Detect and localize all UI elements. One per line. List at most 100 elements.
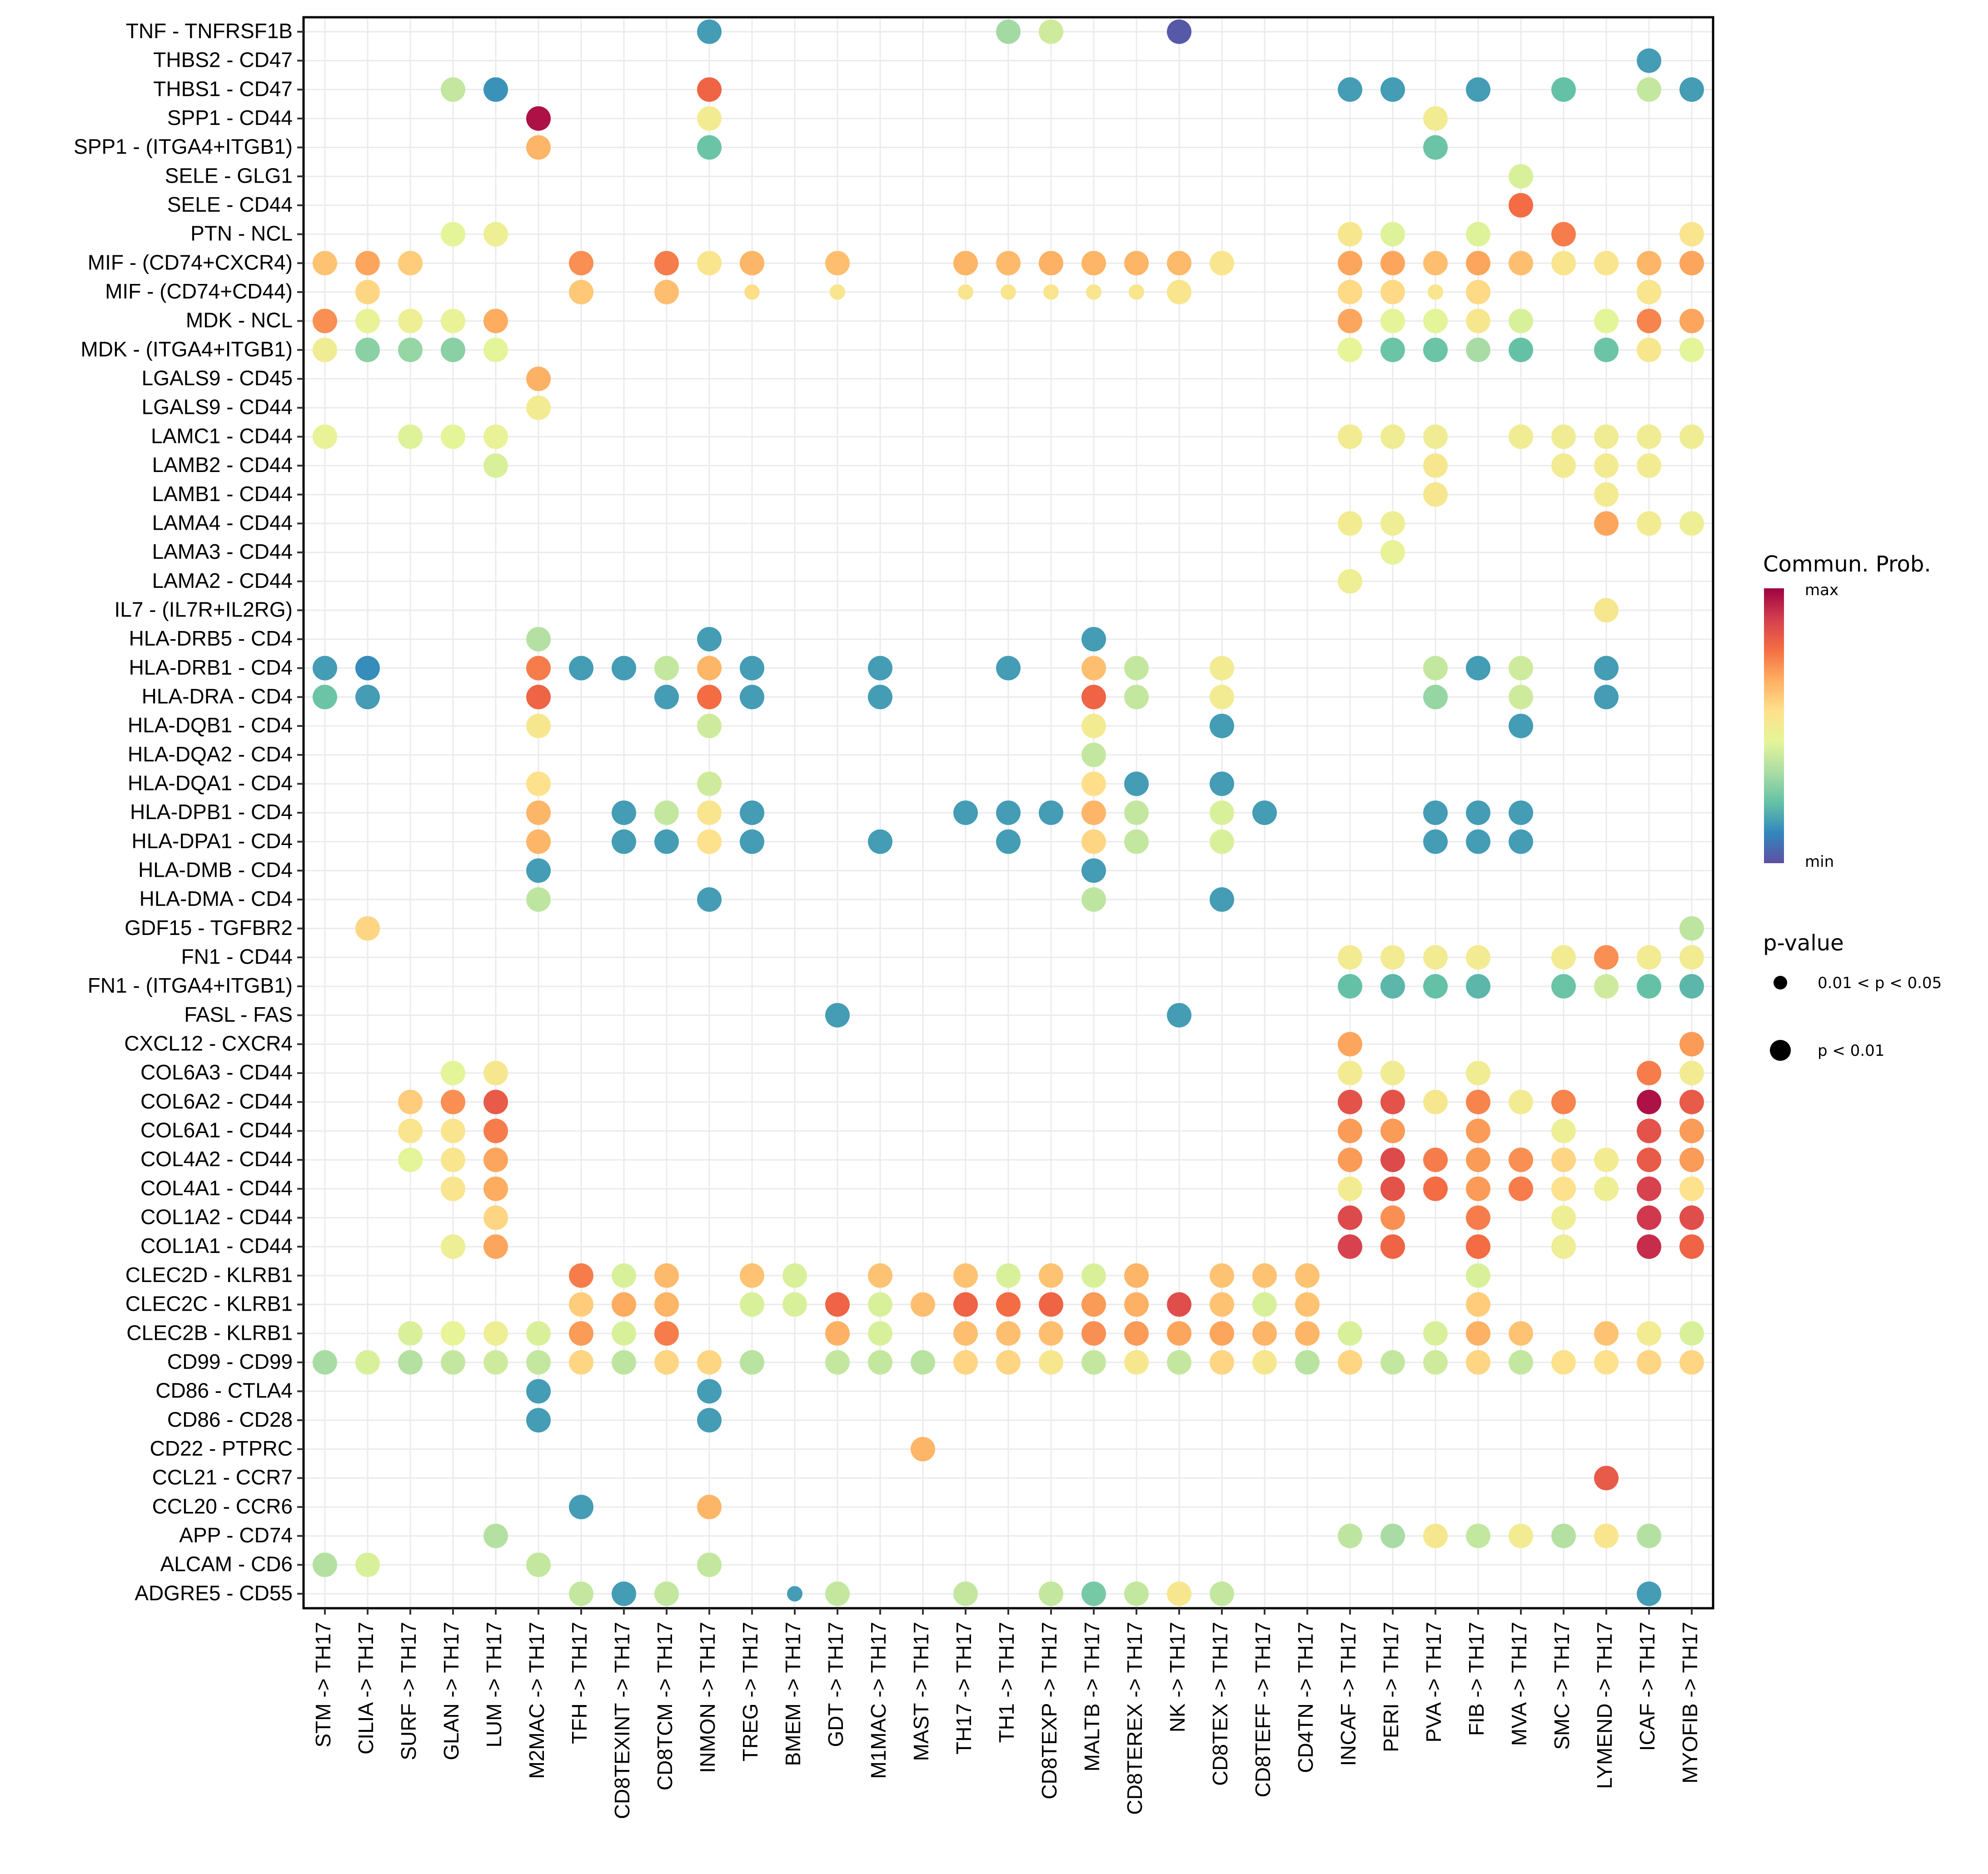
data-point — [1338, 1061, 1362, 1086]
data-point — [1594, 1466, 1619, 1491]
data-point — [1210, 656, 1234, 681]
data-point — [1637, 424, 1661, 449]
data-point — [1039, 19, 1063, 44]
data-point — [1039, 1263, 1063, 1288]
data-point — [1295, 1292, 1320, 1317]
data-point — [1380, 1118, 1405, 1143]
data-point — [1509, 685, 1533, 710]
data-point — [1466, 1148, 1490, 1173]
data-point — [1338, 974, 1362, 999]
data-point — [1551, 1350, 1576, 1375]
data-point — [313, 1350, 337, 1375]
data-point — [740, 1350, 764, 1375]
data-point — [1679, 424, 1704, 449]
data-point — [953, 1581, 978, 1606]
data-point — [953, 1263, 978, 1288]
data-point — [569, 1263, 593, 1288]
x-tick-label: TREG -> TH17 — [738, 1622, 762, 1761]
data-point — [1637, 1148, 1661, 1173]
data-point — [996, 829, 1021, 854]
data-point — [1338, 308, 1362, 333]
y-tick-label: MIF - (CD74+CD44) — [105, 279, 293, 303]
data-point — [1594, 1523, 1619, 1548]
y-tick-label: SPP1 - CD44 — [167, 106, 293, 129]
data-point — [1594, 424, 1619, 449]
data-point — [1509, 656, 1533, 681]
data-point — [697, 1495, 722, 1520]
y-tick-label: IL7 - (IL7R+IL2RG) — [115, 597, 293, 621]
data-point — [1081, 742, 1106, 767]
y-tick-label: LAMB2 - CD44 — [152, 453, 293, 477]
data-point — [1081, 887, 1106, 912]
data-point — [483, 1089, 508, 1114]
data-point — [612, 800, 636, 825]
data-point — [1637, 338, 1661, 363]
data-point — [996, 251, 1021, 276]
x-tick-label: CD8TEX -> TH17 — [1208, 1622, 1232, 1786]
data-point — [1167, 1321, 1191, 1346]
data-point — [1637, 1176, 1661, 1201]
x-tick-label: SURF -> TH17 — [397, 1622, 420, 1760]
data-point — [830, 284, 845, 300]
data-point — [1466, 1234, 1490, 1259]
y-tick-label: HLA-DMB - CD4 — [138, 858, 293, 882]
data-point — [441, 1061, 465, 1086]
color-bar — [1764, 588, 1784, 863]
data-point — [1380, 77, 1405, 102]
data-point — [1423, 1350, 1448, 1375]
data-point — [526, 1408, 551, 1433]
y-tick-label: LAMA2 - CD44 — [152, 569, 293, 592]
data-point — [483, 1118, 508, 1143]
data-point — [355, 1350, 380, 1375]
data-point — [1210, 1263, 1234, 1288]
data-point — [1295, 1263, 1320, 1288]
data-point — [1466, 251, 1490, 276]
y-tick-label: LGALS9 - CD45 — [142, 366, 293, 390]
data-point — [313, 424, 337, 449]
data-point — [1551, 77, 1576, 102]
data-point — [483, 338, 508, 363]
data-point — [612, 1350, 636, 1375]
y-tick-label: MDK - (ITGA4+ITGB1) — [81, 337, 293, 361]
data-point — [1679, 1061, 1704, 1086]
data-point — [1295, 1321, 1320, 1346]
data-point — [398, 1089, 423, 1114]
x-tick-label: CD8TEFF -> TH17 — [1251, 1622, 1275, 1797]
x-tick-label: FIB -> TH17 — [1465, 1622, 1488, 1736]
data-point — [825, 1581, 850, 1606]
data-point — [441, 338, 465, 363]
y-tick-label: HLA-DMA - CD4 — [140, 887, 293, 910]
data-point — [1679, 1234, 1704, 1259]
data-point — [996, 1263, 1021, 1288]
data-point — [1509, 1089, 1533, 1114]
data-point — [1466, 222, 1490, 247]
data-point — [483, 308, 508, 333]
y-tick-label: HLA-DRA - CD4 — [142, 684, 293, 708]
data-point — [1338, 1089, 1362, 1114]
data-point — [825, 1350, 850, 1375]
x-tick-label: CD8TEXP -> TH17 — [1037, 1622, 1061, 1799]
y-tick-label: CD22 - PTPRC — [150, 1437, 293, 1460]
data-point — [569, 279, 593, 304]
data-point — [1039, 1350, 1063, 1375]
data-point — [996, 656, 1021, 681]
data-point — [1380, 1350, 1405, 1375]
data-point — [911, 1292, 935, 1317]
data-point — [1637, 1089, 1661, 1114]
data-point — [1466, 1118, 1490, 1143]
data-point — [612, 1263, 636, 1288]
data-point — [1551, 1205, 1576, 1230]
data-point — [526, 713, 551, 738]
data-point — [654, 251, 679, 276]
y-tick-label: CD99 - CD99 — [167, 1350, 293, 1373]
y-tick-label: SPP1 - (ITGA4+ITGB1) — [74, 135, 293, 159]
data-point — [1509, 713, 1533, 738]
data-point — [996, 1292, 1021, 1317]
data-point — [483, 1350, 508, 1375]
data-point — [868, 829, 892, 854]
data-point — [1679, 1118, 1704, 1143]
data-point — [526, 626, 551, 651]
data-point — [1210, 713, 1234, 738]
data-point — [1039, 251, 1063, 276]
y-tick-label: HLA-DQA2 - CD4 — [128, 742, 293, 766]
